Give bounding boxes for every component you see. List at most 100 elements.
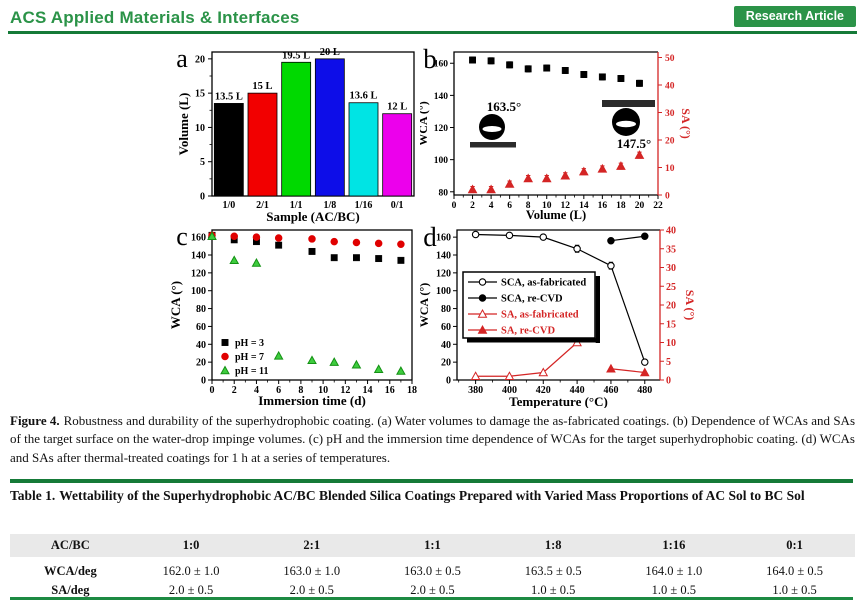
table-cell: 162.0 ± 1.0	[162, 564, 220, 578]
svg-text:60: 60	[441, 322, 451, 333]
figure-caption-label: Figure 4.	[10, 413, 60, 428]
table-cell: 164.0 ± 1.0	[645, 564, 703, 578]
svg-text:SCA, as-fabricated: SCA, as-fabricated	[501, 278, 586, 289]
svg-text:0: 0	[446, 376, 451, 387]
svg-text:WCA (°): WCA (°)	[420, 101, 430, 145]
svg-text:10: 10	[542, 201, 552, 211]
svg-text:13.6 L: 13.6 L	[349, 91, 377, 102]
svg-text:0: 0	[666, 376, 671, 387]
table-title: Table 1. Wettability of the Superhydropho…	[10, 487, 855, 506]
svg-text:10: 10	[318, 385, 328, 396]
svg-text:WCA (°): WCA (°)	[168, 281, 183, 329]
svg-text:c: c	[176, 222, 188, 251]
contact-angle-insets: 163.5° 147.5°	[470, 99, 655, 151]
col-header: 1:0	[182, 538, 200, 552]
svg-text:0: 0	[200, 192, 205, 203]
svg-text:20: 20	[666, 301, 676, 312]
table-cell: 163.0 ± 1.0	[283, 564, 341, 578]
col-header: 2:1	[303, 538, 321, 552]
series-WCA	[469, 56, 643, 87]
svg-text:14: 14	[363, 385, 373, 396]
svg-text:40: 40	[666, 226, 676, 237]
series-pH = 11	[207, 231, 406, 375]
svg-text:d: d	[423, 222, 437, 252]
table-cell: 1.0 ± 0.5	[651, 583, 697, 597]
row-label: WCA/deg	[43, 564, 97, 578]
svg-text:5: 5	[666, 357, 671, 368]
svg-text:40: 40	[196, 340, 206, 351]
series-SCA, re-CVD	[607, 232, 649, 245]
svg-text:pH = 7: pH = 7	[235, 352, 264, 363]
axes: 0 2 4 6 8 10 12 14 16 18 0 20 40 60 80 100 120 140 160	[191, 233, 417, 396]
svg-text:10: 10	[666, 338, 676, 349]
svg-text:50: 50	[665, 54, 675, 64]
svg-text:420: 420	[536, 385, 551, 396]
chart-a: a 0 5 10 15 20 13.5 L 1/0 15 L 2/1 19.5 L 1/1 20 L 1/…	[176, 44, 415, 224]
svg-text:1/8: 1/8	[323, 200, 336, 211]
series-pH = 3	[208, 231, 405, 264]
axes: 0 5 10 15 20	[195, 54, 212, 203]
svg-text:SA, as-fabricated: SA, as-fabricated	[501, 310, 579, 321]
svg-text:2: 2	[232, 385, 237, 396]
svg-text:6: 6	[507, 201, 512, 211]
svg-text:140: 140	[436, 251, 451, 262]
svg-text:1/0: 1/0	[222, 200, 235, 211]
svg-text:40: 40	[441, 340, 451, 351]
table-header-row: AC/BC 1:0 2:1 1:1 1:8 1:16 0:1	[10, 534, 855, 557]
table-cell: 163.0 ± 0.5	[404, 564, 461, 578]
chart-c: c 0 2 4 6 8 10 12 14 16 18 0 20 40 60 80 100 120 140 160 pH …	[168, 222, 417, 408]
table-cell: 1.0 ± 0.5	[772, 583, 817, 597]
svg-text:120: 120	[191, 268, 206, 279]
panel-c-scatter-chart: c 0 2 4 6 8 10 12 14 16 18 0 20 40 60 80 100 120 140 160 pH …	[140, 218, 430, 408]
svg-text:30: 30	[665, 109, 675, 119]
svg-text:18: 18	[407, 385, 417, 396]
bottom-rule	[10, 597, 853, 600]
svg-text:SA (°): SA (°)	[679, 108, 693, 138]
svg-text:12: 12	[561, 201, 571, 211]
svg-text:30: 30	[666, 263, 676, 274]
svg-text:147.5°: 147.5°	[617, 136, 651, 151]
svg-text:12: 12	[340, 385, 350, 396]
svg-text:12 L: 12 L	[387, 102, 407, 113]
svg-text:6: 6	[276, 385, 281, 396]
svg-text:35: 35	[666, 244, 676, 255]
header-rule	[8, 31, 857, 34]
svg-text:13.5 L: 13.5 L	[215, 91, 243, 102]
bars: 13.5 L 1/0 15 L 2/1 19.5 L 1/1 20 L 1/8 13.6 L 1/…	[213, 47, 413, 211]
svg-text:5: 5	[200, 157, 205, 168]
svg-text:15: 15	[195, 89, 205, 100]
svg-text:a: a	[176, 44, 188, 73]
table-1: AC/BC 1:0 2:1 1:1 1:8 1:16 0:1 WCA/deg 1…	[10, 534, 855, 600]
research-article-badge: Research Article	[733, 6, 856, 27]
svg-text:Temperature (°C): Temperature (°C)	[509, 394, 608, 408]
svg-text:2/1: 2/1	[256, 200, 269, 211]
svg-text:WCA (°): WCA (°)	[420, 283, 431, 327]
svg-text:20: 20	[665, 137, 675, 147]
svg-text:SCA, re-CVD: SCA, re-CVD	[501, 294, 563, 305]
series-SA	[467, 150, 645, 194]
svg-text:15 L: 15 L	[252, 81, 272, 92]
svg-text:140: 140	[434, 92, 449, 102]
svg-text:16: 16	[598, 201, 608, 211]
table-cell: 2.0 ± 0.5	[168, 583, 214, 597]
svg-text:19.5 L: 19.5 L	[282, 50, 310, 61]
col-header: 0:1	[786, 538, 803, 552]
svg-text:20: 20	[635, 201, 645, 211]
axes: 380 400 420 440 460 480 0 20 40 60 80 100 120 140 160 0…	[436, 226, 676, 397]
table-title-label: Table 1.	[10, 488, 56, 503]
section-divider-rule	[10, 479, 853, 483]
panel-b-scatter-chart: b 0 2 4 6 8 10 12 14 16 18 20 22 80 100 120 140 160 0 10 20 3…	[416, 40, 720, 225]
col-header: 1:1	[424, 538, 441, 552]
svg-text:Immersion time (d): Immersion time (d)	[258, 393, 366, 408]
col-header-acbc: AC/BC	[50, 538, 90, 552]
table-row-sa: SA/deg 2.0 ± 0.5 2.0 ± 0.5 2.0 ± 0.5 1.0…	[10, 581, 855, 600]
svg-text:4: 4	[489, 201, 494, 211]
series-pH = 7	[208, 231, 405, 249]
panel-d-line-chart: d 380 400 420 440 460 480 0 20 40 60 80 100 120 140 160…	[417, 218, 720, 409]
svg-text:100: 100	[191, 286, 206, 297]
journal-title: ACS Applied Materials & Interfaces	[10, 8, 300, 27]
legend: pH = 3 pH = 7 pH = 11	[220, 338, 269, 377]
svg-text:20: 20	[441, 358, 451, 369]
svg-text:22: 22	[653, 201, 663, 211]
